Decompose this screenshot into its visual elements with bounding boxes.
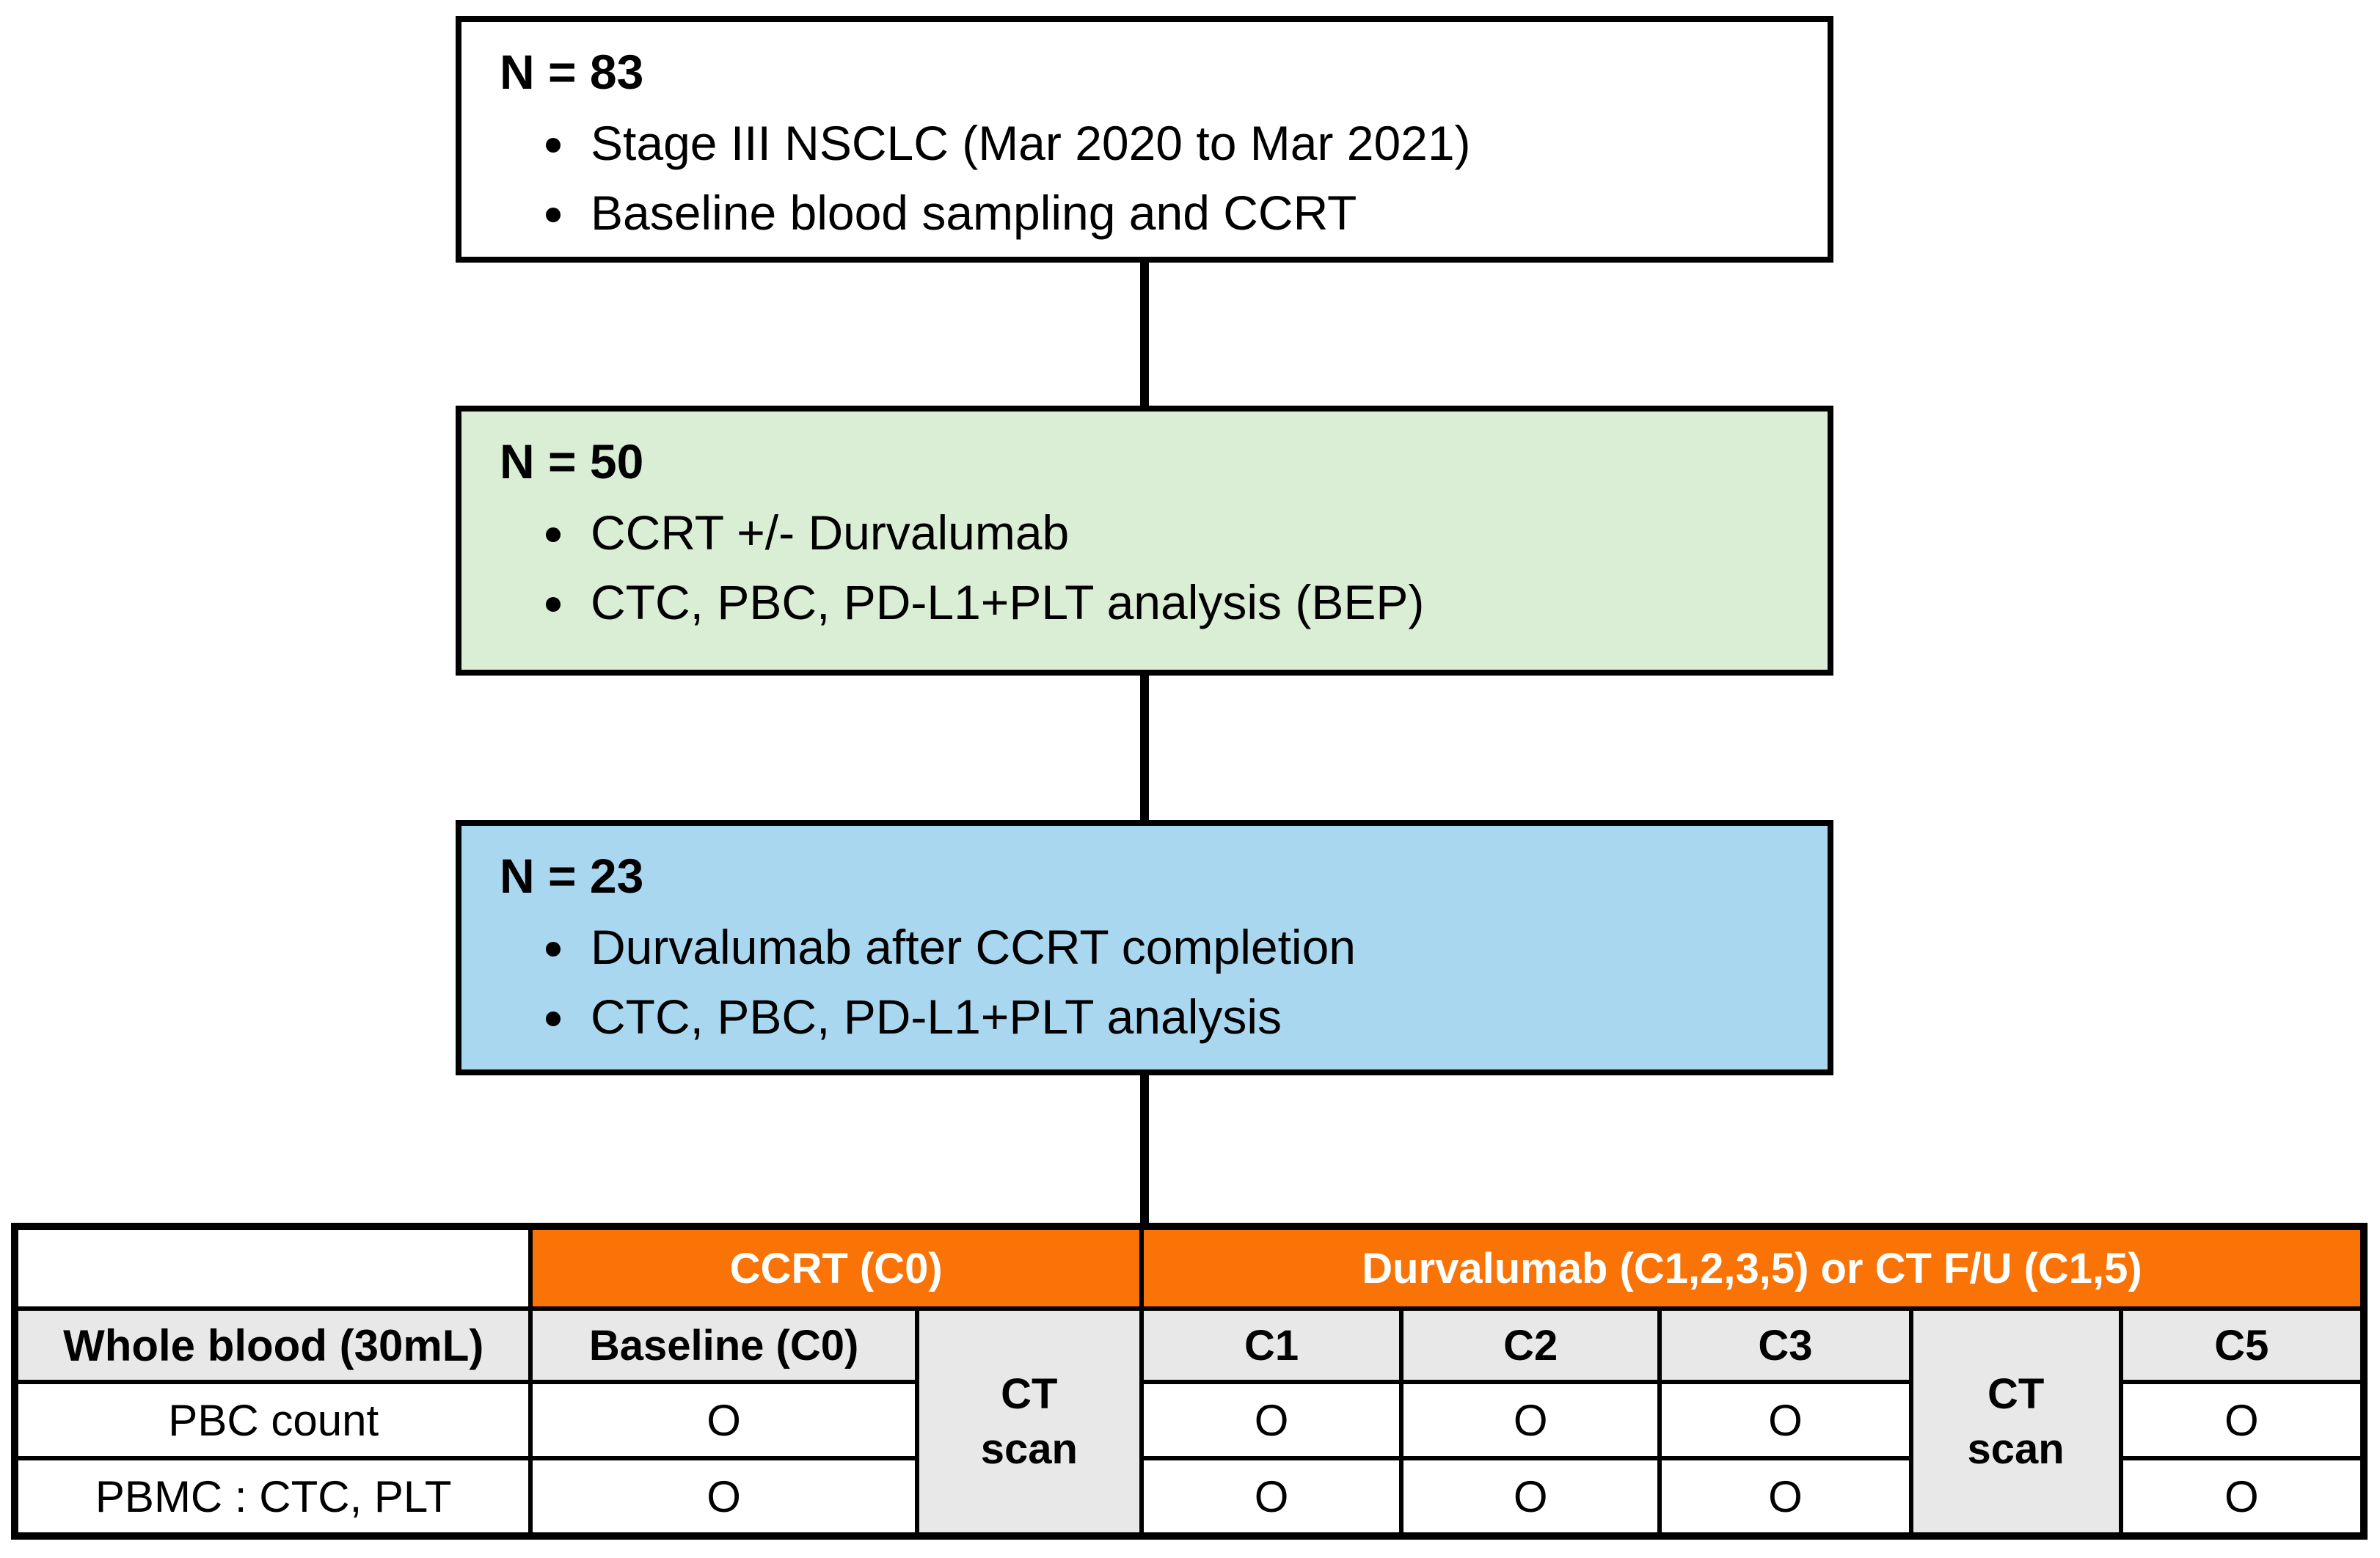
mark-cell: O <box>1399 1380 1662 1460</box>
mark-cell: O <box>528 1380 919 1460</box>
mark-cell: O <box>1399 1456 1662 1538</box>
mark-cell: O <box>2118 1456 2367 1538</box>
durvalumab-bullet-list: Durvalumab after CCRT completion CTC, PB… <box>500 915 1828 1049</box>
ct-scan-cell-1: CT scan <box>914 1306 1144 1538</box>
bullet-item: CTC, PBC, PD-L1+PLT analysis <box>580 985 1828 1049</box>
flow-box-enrollment: N = 83 Stage III NSCLC (Mar 2020 to Mar … <box>456 16 1833 263</box>
col-header-c2: C2 <box>1399 1306 1662 1384</box>
col-header-c1: C1 <box>1139 1306 1404 1384</box>
connector-line-1 <box>1140 258 1149 409</box>
bullet-item: CTC, PBC, PD-L1+PLT analysis (BEP) <box>580 571 1828 634</box>
col-header-whole-blood: Whole blood (30mL) <box>12 1306 533 1384</box>
connector-line-2 <box>1140 673 1149 823</box>
enrollment-bullet-list: Stage III NSCLC (Mar 2020 to Mar 2021) B… <box>500 111 1828 245</box>
col-header-c5: C5 <box>2118 1306 2367 1384</box>
durvalumab-n-label: N = 23 <box>500 849 644 903</box>
connector-line-3 <box>1140 1072 1149 1226</box>
sampling-schedule-table: CCRT (C0) Durvalumab (C1,2,3,5) or CT F/… <box>11 1223 2368 1540</box>
ct-scan-cell-2: CT scan <box>1908 1306 2123 1538</box>
flow-box-durvalumab-cohort: N = 23 Durvalumab after CCRT completion … <box>456 820 1833 1075</box>
table-row-pbmc: PBMC : CTC, PLT O O O O O <box>12 1456 2367 1538</box>
group-header-durvalumab: Durvalumab (C1,2,3,5) or CT F/U (C1,5) <box>1139 1224 2367 1311</box>
ccrt-n-label: N = 50 <box>500 434 644 489</box>
col-header-c3: C3 <box>1657 1306 1913 1384</box>
table-group-header-row: CCRT (C0) Durvalumab (C1,2,3,5) or CT F/… <box>12 1224 2367 1311</box>
row-label-pbmc: PBMC : CTC, PLT <box>12 1456 533 1538</box>
table-row-pbc-count: PBC count O O O O O <box>12 1380 2367 1460</box>
mark-cell: O <box>2118 1380 2367 1460</box>
bullet-item: Stage III NSCLC (Mar 2020 to Mar 2021) <box>580 111 1828 175</box>
bullet-item: Durvalumab after CCRT completion <box>580 915 1828 979</box>
table-subheader-row: Whole blood (30mL) Baseline (C0) CT scan… <box>12 1306 2367 1538</box>
row-label-pbc-count: PBC count <box>12 1380 533 1460</box>
mark-cell: O <box>1139 1456 1404 1538</box>
mark-cell: O <box>1657 1456 1913 1538</box>
table-corner-cell <box>12 1224 533 1311</box>
col-header-baseline-c0: Baseline (C0) <box>528 1306 919 1384</box>
bullet-item: CCRT +/- Durvalumab <box>580 501 1828 565</box>
ccrt-bullet-list: CCRT +/- Durvalumab CTC, PBC, PD-L1+PLT … <box>500 501 1828 634</box>
bullet-item: Baseline blood sampling and CCRT <box>580 181 1828 245</box>
mark-cell: O <box>1657 1380 1913 1460</box>
flow-box-ccrt-cohort: N = 50 CCRT +/- Durvalumab CTC, PBC, PD-… <box>456 406 1833 676</box>
mark-cell: O <box>528 1456 919 1538</box>
mark-cell: O <box>1139 1380 1404 1460</box>
enrollment-n-label: N = 83 <box>500 45 644 99</box>
group-header-ccrt: CCRT (C0) <box>528 1224 1144 1311</box>
